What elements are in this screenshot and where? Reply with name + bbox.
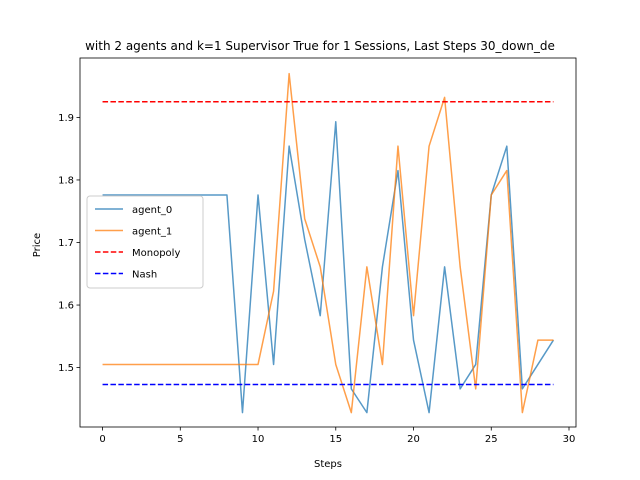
series-line-agent-1 [102,72,554,414]
y-tick-label: 1.8 [58,175,74,186]
legend-label: agent_0 [132,205,172,216]
y-tick-label: 1.7 [58,238,74,249]
x-tick-label: 5 [177,434,183,445]
x-axis-label: Steps [314,459,342,470]
y-tick-label: 1.9 [58,113,74,124]
x-tick-label: 0 [99,434,105,445]
legend: agent_0 agent_1 Monopoly Nash [86,195,204,289]
x-tick-label: 25 [485,434,498,445]
x-tick-label: 15 [329,434,342,445]
x-tick-label: 20 [407,434,420,445]
axes-layer: 0 5 10 15 20 25 30 1.5 1.6 1.7 1.8 1.9 [58,57,577,445]
x-tick-label: 10 [252,434,265,445]
legend-label: agent_1 [132,227,172,238]
y-tick-label: 1.6 [58,301,74,312]
legend-label: Monopoly [132,248,180,259]
legend-label: Nash [132,270,157,281]
legend-box [86,195,204,289]
y-axis-label: Price [32,233,43,257]
x-tick-label: 30 [563,434,576,445]
y-tick-label: 1.5 [58,363,74,374]
series-layer [102,72,555,414]
series-line-agent-0 [102,121,555,414]
chart-title: with 2 agents and k=1 Supervisor True fo… [85,39,555,53]
